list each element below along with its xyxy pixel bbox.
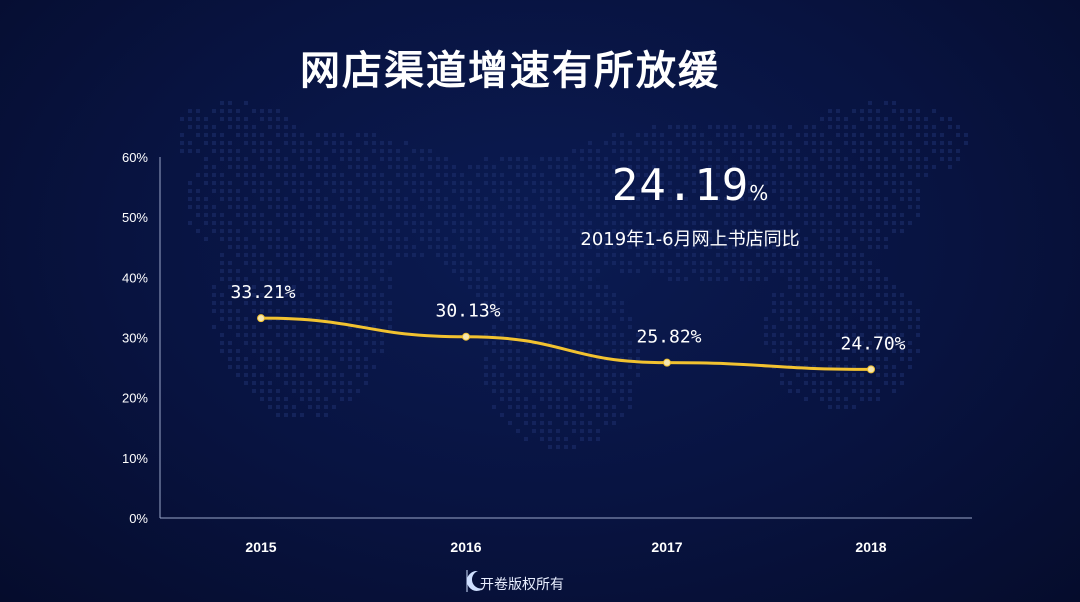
page-title: 网店渠道增速有所放缓 <box>300 48 720 94</box>
y-tick-label: 50% <box>122 210 148 225</box>
y-tick-label: 60% <box>122 150 148 165</box>
x-tick-label: 2017 <box>651 539 682 555</box>
data-label: 25.82% <box>636 327 701 348</box>
data-point <box>867 365 875 374</box>
highlight-caption: 2019年1-6月网上书店同比 <box>580 229 800 250</box>
y-tick-label: 30% <box>122 331 148 346</box>
data-label: 30.13% <box>435 301 500 322</box>
highlight-value: 24.19 <box>611 160 750 211</box>
y-tick-label: 20% <box>122 391 148 406</box>
data-point <box>663 358 671 367</box>
data-point <box>462 332 470 341</box>
highlight-stat: 24.19% 2019年1-6月网上书店同比 <box>560 160 820 251</box>
x-tick-label: 2018 <box>855 539 886 555</box>
map-dot-grid <box>180 101 968 449</box>
x-tick-label: 2016 <box>450 539 481 555</box>
y-tick-label: 40% <box>122 270 148 285</box>
publisher-logo-icon <box>466 570 484 592</box>
y-tick-label: 0% <box>129 511 148 526</box>
data-point <box>257 314 265 323</box>
data-label: 24.70% <box>840 333 905 354</box>
copyright-footer: 开卷版权所有 <box>480 577 564 593</box>
x-tick-label: 2015 <box>245 539 276 555</box>
series-line <box>260 316 872 371</box>
y-tick-label: 10% <box>122 451 148 466</box>
highlight-unit: % <box>749 181 769 205</box>
data-label: 33.21% <box>230 282 295 303</box>
